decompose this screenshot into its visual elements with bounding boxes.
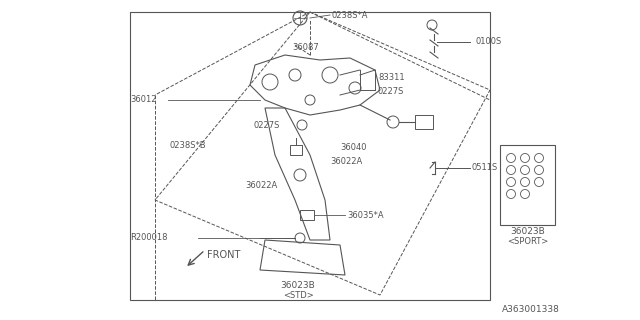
Text: 0227S: 0227S <box>253 121 280 130</box>
Bar <box>500 145 555 225</box>
Text: 36087: 36087 <box>292 44 319 52</box>
Text: 36040: 36040 <box>340 143 367 153</box>
Text: 0238S*B: 0238S*B <box>170 140 207 149</box>
Bar <box>290 145 302 155</box>
Text: <SPORT>: <SPORT> <box>508 237 548 246</box>
Text: A363001338: A363001338 <box>502 306 560 315</box>
Text: 0100S: 0100S <box>475 37 501 46</box>
Text: 36012: 36012 <box>130 95 157 105</box>
Text: FRONT: FRONT <box>207 250 241 260</box>
Text: 0238S*A: 0238S*A <box>332 11 369 20</box>
Text: <STD>: <STD> <box>283 291 314 300</box>
Bar <box>130 12 490 300</box>
Bar <box>300 210 314 220</box>
Bar <box>415 115 433 129</box>
Text: 36035*A: 36035*A <box>347 211 383 220</box>
Text: 36022A: 36022A <box>330 157 362 166</box>
Text: 83311: 83311 <box>378 74 404 83</box>
Text: 0227S: 0227S <box>378 87 404 97</box>
Text: 36023B: 36023B <box>511 228 545 236</box>
Text: R200018: R200018 <box>130 234 168 243</box>
Text: 36023B: 36023B <box>280 281 316 290</box>
Text: 0511S: 0511S <box>472 164 499 172</box>
Text: 36022A: 36022A <box>245 180 277 189</box>
